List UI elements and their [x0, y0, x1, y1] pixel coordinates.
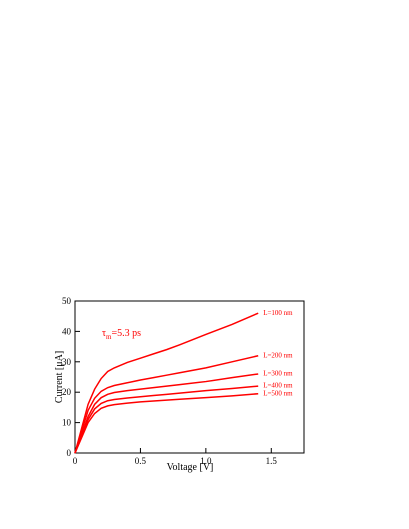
x-tick-label: 0.5: [135, 456, 147, 466]
annotation-symbol: τ: [102, 328, 106, 339]
series-label: L=200 nm: [263, 351, 293, 359]
y-tick-label: 40: [62, 326, 72, 336]
series-line: [74, 392, 259, 454]
annotation-text: =5.3 ps: [111, 328, 141, 339]
series-line: [74, 312, 259, 454]
x-tick-label: 1.5: [266, 456, 278, 466]
series-label: L=300 nm: [263, 370, 293, 378]
series-line: [74, 373, 259, 454]
y-tick-label: 20: [62, 387, 72, 397]
x-tick-label: 0: [73, 456, 78, 466]
y-tick-label: 30: [62, 357, 72, 367]
series-label: L=500 nm: [263, 389, 293, 397]
series-label: L=100 nm: [263, 309, 293, 317]
x-axis-label: Voltage [V]: [167, 462, 214, 473]
y-axis-label: Current [μA]: [54, 351, 65, 403]
annotation: τm=5.3 ps: [102, 328, 141, 341]
annotation-subscript: m: [106, 333, 112, 341]
plot-frame: [74, 300, 305, 454]
y-tick-label: 50: [62, 296, 72, 306]
series-line: [74, 385, 259, 454]
series-line: [74, 354, 259, 454]
x-tick-label: 1.0: [200, 456, 212, 466]
y-tick-label: 0: [67, 448, 72, 458]
y-tick-label: 10: [62, 418, 72, 428]
series-label: L=400 nm: [263, 382, 293, 390]
